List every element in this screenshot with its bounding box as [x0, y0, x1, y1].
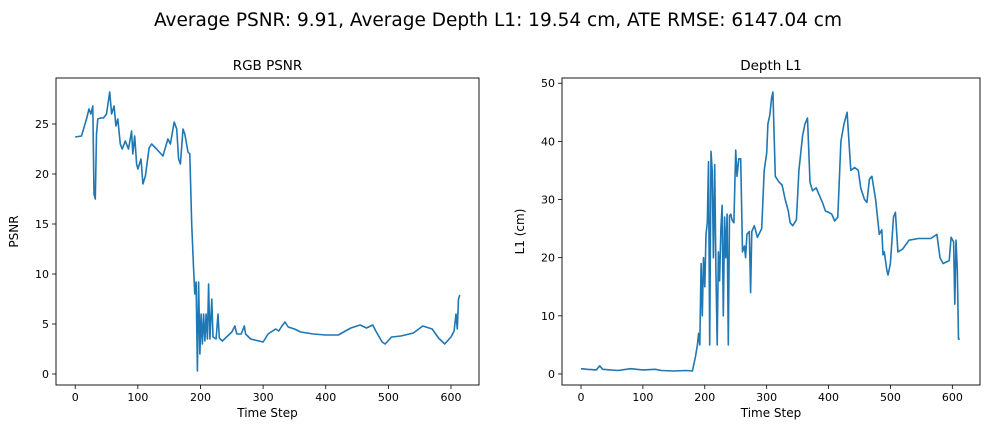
- x-tick-label: 600: [441, 391, 462, 404]
- y-tick-label: 20: [541, 252, 555, 265]
- x-axis-label: Time Step: [740, 406, 802, 420]
- x-tick-label: 400: [315, 391, 336, 404]
- y-tick-label: 15: [35, 218, 49, 231]
- x-tick-label: 100: [632, 391, 653, 404]
- axes-frame: [55, 77, 480, 386]
- y-axis-label: PSNR: [7, 215, 21, 247]
- y-tick-label: 10: [541, 310, 555, 323]
- x-tick-label: 500: [880, 391, 901, 404]
- x-tick-label: 300: [756, 391, 777, 404]
- x-tick-label: 600: [942, 391, 963, 404]
- y-axis-label: L1 (cm): [513, 209, 527, 255]
- y-tick-label: 20: [35, 168, 49, 181]
- axes-frame: [561, 77, 981, 386]
- x-tick-label: 200: [190, 391, 211, 404]
- series-line: [580, 91, 960, 372]
- x-tick-label: 300: [253, 391, 274, 404]
- y-tick-label: 40: [541, 135, 555, 148]
- y-tick-label: 0: [548, 368, 555, 381]
- x-tick-label: 0: [72, 391, 79, 404]
- y-tick-label: 25: [35, 118, 49, 131]
- y-tick-label: 30: [541, 194, 555, 207]
- figure-suptitle: Average PSNR: 9.91, Average Depth L1: 19…: [154, 10, 842, 31]
- subplot-title: Depth L1: [740, 58, 802, 74]
- y-tick-label: 5: [42, 318, 49, 331]
- x-axis-label: Time Step: [236, 406, 298, 420]
- rgb-psnr-subplot: 0 100 200 300 400 500 600 0 5 10 15 20 25 RGB PSNR Tim…: [7, 58, 480, 420]
- x-tick-label: 400: [818, 391, 839, 404]
- x-tick-label: 100: [127, 391, 148, 404]
- subplot-title: RGB PSNR: [233, 58, 303, 74]
- y-tick-label: 10: [35, 268, 49, 281]
- depth-l1-subplot: 0 100 200 300 400 500 600 0 10 20 30 40 50 Depth L1 Ti…: [513, 58, 981, 420]
- series-line: [75, 91, 461, 372]
- x-tick-label: 0: [578, 391, 585, 404]
- x-tick-label: 500: [378, 391, 399, 404]
- x-tick-label: 200: [694, 391, 715, 404]
- y-tick-label: 50: [541, 77, 555, 90]
- y-tick-label: 0: [42, 368, 49, 381]
